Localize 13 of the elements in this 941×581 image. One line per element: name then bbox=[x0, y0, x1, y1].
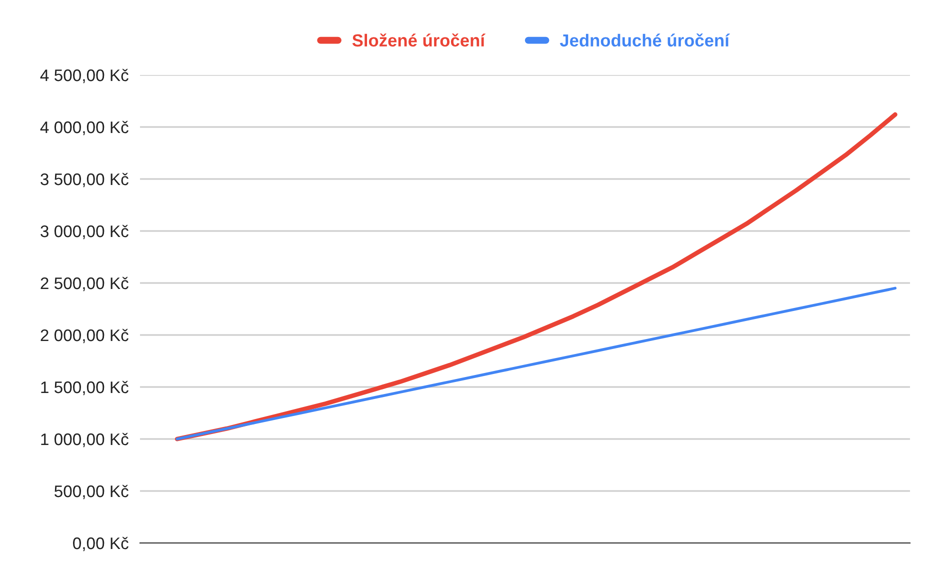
legend-label: Složené úročení bbox=[352, 33, 486, 47]
y-tick-label: 3 500,00 Kč bbox=[40, 172, 128, 188]
line-series bbox=[176, 286, 897, 440]
y-tick-label: 2 000,00 Kč bbox=[40, 328, 128, 344]
y-tick-label: 3 000,00 Kč bbox=[40, 224, 128, 240]
y-tick-label: 500,00 Kč bbox=[54, 484, 128, 500]
y-tick-label: 4 000,00 Kč bbox=[40, 120, 128, 136]
y-tick-label: 1 500,00 Kč bbox=[41, 380, 128, 396]
y-tick-label: 0,00 Kč bbox=[73, 536, 128, 552]
y-tick-label: 1 000,00 Kč bbox=[41, 432, 128, 448]
legend-label: Jednoduché úročení bbox=[560, 33, 730, 47]
y-tick-label: 4 500,00 Kč bbox=[40, 68, 128, 84]
y-tick-label: 2 500,00 Kč bbox=[40, 276, 128, 292]
